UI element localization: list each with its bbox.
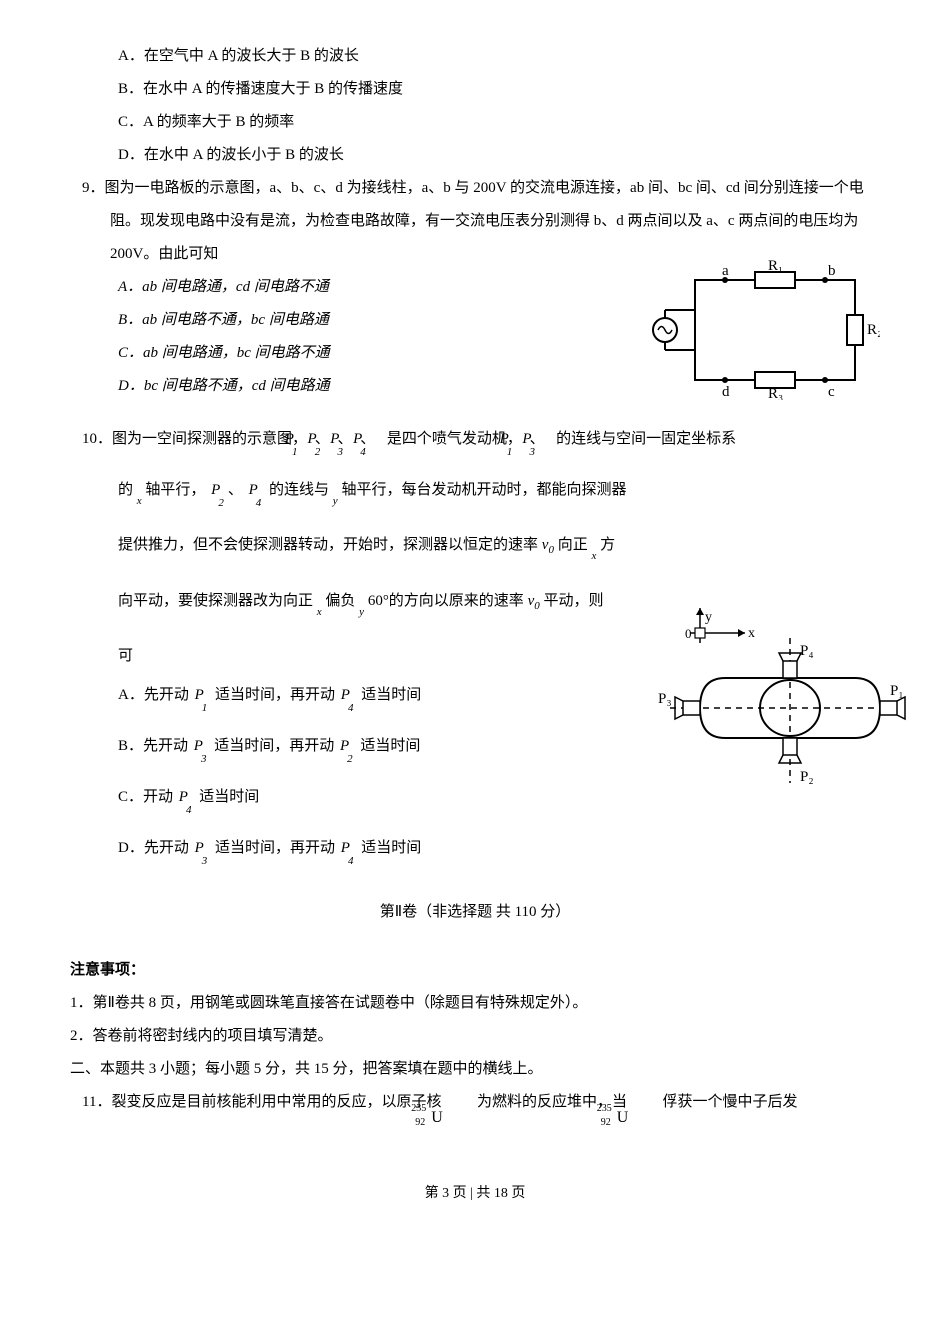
- var-p3d: P3: [195, 832, 210, 865]
- q9-circuit-diagram: a R₁ b R₂ c R₃ d: [650, 260, 880, 400]
- var-p1c: P1: [195, 679, 210, 712]
- part2-heading: 二、本题共 3 小题；每小题 5 分，共 15 分，把答案填在题中的横线上。: [70, 1053, 880, 1086]
- var-p4b: P4: [249, 474, 264, 507]
- svg-text:R₁: R₁: [768, 260, 783, 274]
- q10-text: 适当时间，再开动: [215, 840, 335, 856]
- question-9: 9．图为一电路板的示意图，a、b、c、d 为接线柱，a、b 与 200V 的交流…: [70, 172, 880, 403]
- q10-text: 的: [118, 482, 133, 498]
- svg-text:x: x: [748, 626, 755, 641]
- q10-text: 适当时间，再开动: [215, 687, 335, 703]
- svg-text:R₂: R₂: [867, 322, 880, 338]
- q10-text: 偏负: [325, 593, 355, 609]
- svg-text:P₄: P₄: [800, 643, 814, 659]
- q11-stem: 11．裂变反应是目前核能利用中常用的反应，以原子核 235 92 U 为燃料的反…: [98, 1086, 880, 1119]
- q10-text: 适当时间: [361, 840, 421, 856]
- var-p4e: P4: [341, 832, 356, 865]
- q10-text: A．先开动: [118, 687, 189, 703]
- svg-text:P₁: P₁: [890, 683, 904, 699]
- svg-text:P₂: P₂: [800, 769, 814, 785]
- var-y: y: [333, 495, 338, 507]
- var-p3c: P3: [194, 730, 209, 763]
- q10-text: 60°的方向以原来的速率: [368, 593, 524, 609]
- notice-2: 2．答卷前将密封线内的项目填写清楚。: [70, 1020, 880, 1053]
- var-y2: y: [359, 606, 364, 618]
- q10-text: 的连线与空间一固定坐标系: [556, 431, 736, 447]
- option-d-prev: D．在水中 A 的波长小于 B 的波长: [70, 139, 880, 172]
- svg-text:c: c: [828, 384, 835, 400]
- q10-text: 适当时间: [360, 738, 420, 754]
- page-footer: 第 3 页 | 共 18 页: [70, 1179, 880, 1210]
- var-v0: v0: [542, 537, 554, 553]
- question-10: 10．图为一空间探测器的示意图， P1、 P2、 P3、 P4 是四个喷气发动机…: [70, 423, 880, 866]
- var-p4c: P4: [341, 679, 356, 712]
- var-p4d: P4: [179, 781, 194, 814]
- q10-option-d: D．先开动 P3 适当时间，再开动 P4 适当时间: [70, 832, 880, 865]
- svg-text:b: b: [828, 263, 836, 279]
- q10-text: 适当时间，再开动: [214, 738, 334, 754]
- q10-text: 轴平行，: [145, 482, 205, 498]
- svg-text:R₃: R₃: [768, 386, 783, 400]
- var-v0b: v0: [528, 593, 540, 609]
- svg-text:P₃: P₃: [658, 691, 672, 707]
- q11-text: 11．裂变反应是目前核能利用中常用的反应，以原子核: [82, 1094, 441, 1110]
- svg-text:d: d: [722, 384, 730, 400]
- var-x3: x: [317, 606, 322, 618]
- option-c-prev: C．A 的频率大于 B 的频率: [70, 106, 880, 139]
- section2-title: 第Ⅱ卷（非选择题 共 110 分）: [70, 896, 880, 929]
- q10-text: 向正: [558, 537, 588, 553]
- var-x2: x: [591, 550, 596, 562]
- q10-stem-line1: 10．图为一空间探测器的示意图， P1、 P2、 P3、 P4 是四个喷气发动机…: [98, 423, 880, 456]
- q10-text: D．先开动: [118, 840, 189, 856]
- q10-text: 向平动，要使探测器改为向正: [118, 593, 313, 609]
- var-p2b: P2: [211, 474, 226, 507]
- q10-probe-diagram: y x 0 P₄ P₂ P₃ P₁: [650, 603, 910, 803]
- q10-line3: 提供推力，但不会使探测器转动，开始时，探测器以恒定的速率 v0 向正 x 方: [70, 529, 880, 562]
- option-a-prev: A．在空气中 A 的波长大于 B 的波长: [70, 40, 880, 73]
- svg-text:0: 0: [685, 626, 692, 641]
- q10-text: 适当时间: [361, 687, 421, 703]
- q10-text: 适当时间: [199, 789, 259, 805]
- q10-text: 平动，则: [543, 593, 603, 609]
- q10-text: 的连线与: [269, 482, 329, 498]
- q10-text: 10．图为一空间探测器的示意图，: [82, 431, 307, 447]
- q9-stem: 9．图为一电路板的示意图，a、b、c、d 为接线柱，a、b 与 200V 的交流…: [98, 172, 880, 271]
- q10-line2: 的 x 轴平行， P2、 P4 的连线与 y 轴平行，每台发动机开动时，都能向探…: [70, 474, 880, 507]
- svg-text:a: a: [722, 263, 729, 279]
- q10-text: B．先开动: [118, 738, 188, 754]
- svg-text:y: y: [705, 610, 712, 625]
- var-p2c: P2: [340, 730, 355, 763]
- q11-text: 俘获一个慢中子后发: [662, 1094, 797, 1110]
- notice-heading: 注意事项：: [70, 954, 880, 987]
- q10-text: 提供推力，但不会使探测器转动，开始时，探测器以恒定的速率: [118, 537, 538, 553]
- q10-text: 方: [600, 537, 615, 553]
- q10-text: C．开动: [118, 789, 173, 805]
- notice-1: 1．第Ⅱ卷共 8 页，用钢笔或圆珠笔直接答在试题卷中（除题目有特殊规定外）。: [70, 987, 880, 1020]
- option-b-prev: B．在水中 A 的传播速度大于 B 的传播速度: [70, 73, 880, 106]
- var-x: x: [137, 495, 142, 507]
- q10-text: 轴平行，每台发动机开动时，都能向探测器: [341, 482, 626, 498]
